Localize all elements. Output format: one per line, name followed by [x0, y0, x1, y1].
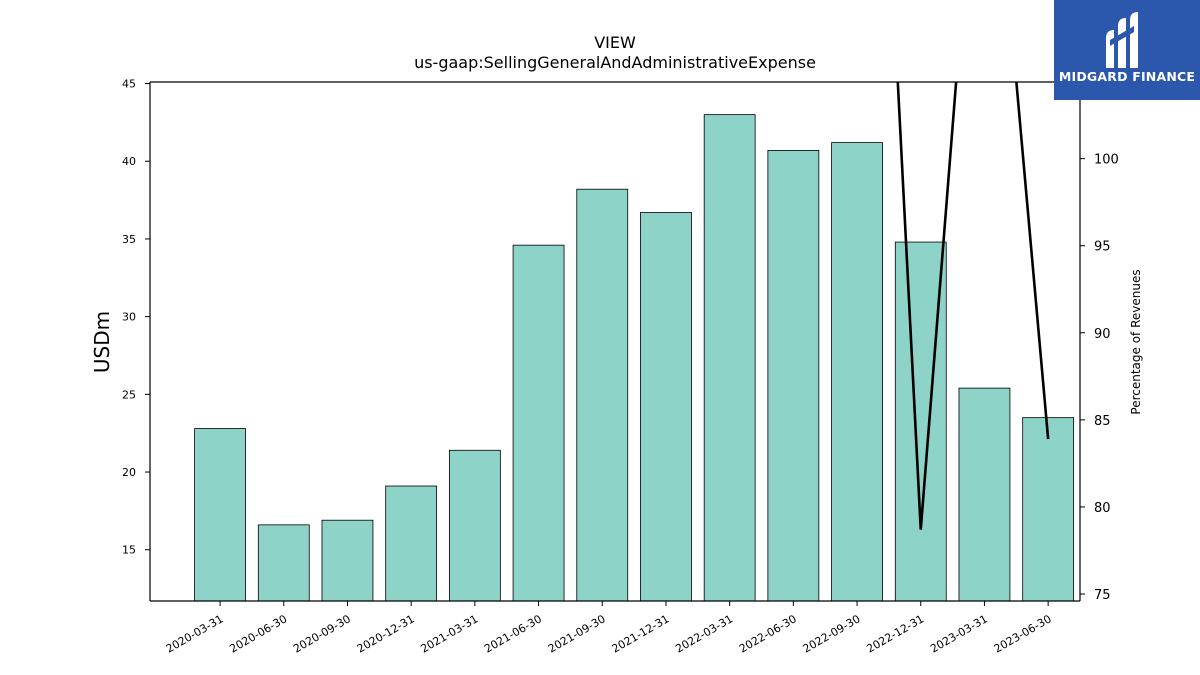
y-tick-label: 15 — [122, 544, 136, 557]
x-tick-label: 2021-09-30 — [546, 612, 608, 655]
chart-subtitle: us-gaap:SellingGeneralAndAdministrativeE… — [414, 53, 816, 72]
y-tick-label: 25 — [122, 388, 136, 401]
x-tick-label: 2021-06-30 — [482, 612, 544, 655]
x-tick-label: 2022-12-31 — [864, 612, 926, 655]
bar — [703, 114, 756, 602]
y-axis-label: USDm — [90, 311, 114, 373]
x-tick-label: 2021-12-31 — [610, 612, 672, 655]
y-tick-label: 45 — [122, 78, 136, 91]
x-tick-label: 2021-03-31 — [418, 612, 480, 655]
y2-tick-label: 75 — [1094, 588, 1111, 603]
y2-tick-label: 95 — [1094, 240, 1111, 255]
bar — [576, 188, 629, 602]
x-tick-label: 2020-09-30 — [291, 612, 353, 655]
x-tick-label: 2020-03-31 — [164, 612, 226, 655]
bar — [831, 142, 883, 602]
logo: MIDGARD FINANCE — [1054, 0, 1200, 100]
bar — [958, 387, 1011, 602]
x-tick-label: 2022-09-30 — [801, 612, 863, 655]
bar-series — [194, 114, 1075, 602]
logo-text: MIDGARD FINANCE — [1058, 69, 1196, 84]
x-tick-label: 2020-06-30 — [227, 612, 289, 655]
x-tick-label: 2023-03-31 — [928, 612, 990, 655]
y2-axis-label: Percentage of Revenues — [1129, 269, 1143, 414]
chart-title: VIEW — [594, 33, 636, 52]
x-tick-label: 2020-12-31 — [355, 612, 417, 655]
x-tick-label: 2022-03-31 — [673, 612, 735, 655]
ratio-line-series — [896, 82, 1050, 530]
y-tick-label: 20 — [122, 466, 136, 479]
y2-tick-label: 100 — [1094, 153, 1119, 168]
bar — [512, 244, 565, 602]
bar — [767, 149, 820, 602]
y2-tick-label: 80 — [1094, 501, 1111, 516]
bar — [640, 212, 692, 602]
bar — [448, 449, 501, 602]
midgard-m-icon — [1106, 12, 1138, 68]
y-tick-label: 40 — [122, 155, 136, 168]
y2-tick-label: 90 — [1094, 327, 1111, 342]
x-tick-label: 2022-06-30 — [737, 612, 799, 655]
x-tick-label: 2023-06-30 — [992, 612, 1054, 655]
bar — [257, 524, 310, 602]
y-tick-label: 35 — [122, 233, 136, 246]
ratio-line — [896, 82, 1050, 530]
bar — [385, 485, 438, 602]
y2-tick-label: 85 — [1094, 414, 1111, 429]
bar — [194, 428, 246, 602]
y-tick-label: 30 — [122, 311, 136, 324]
bar — [1022, 417, 1075, 602]
bar — [321, 519, 374, 602]
